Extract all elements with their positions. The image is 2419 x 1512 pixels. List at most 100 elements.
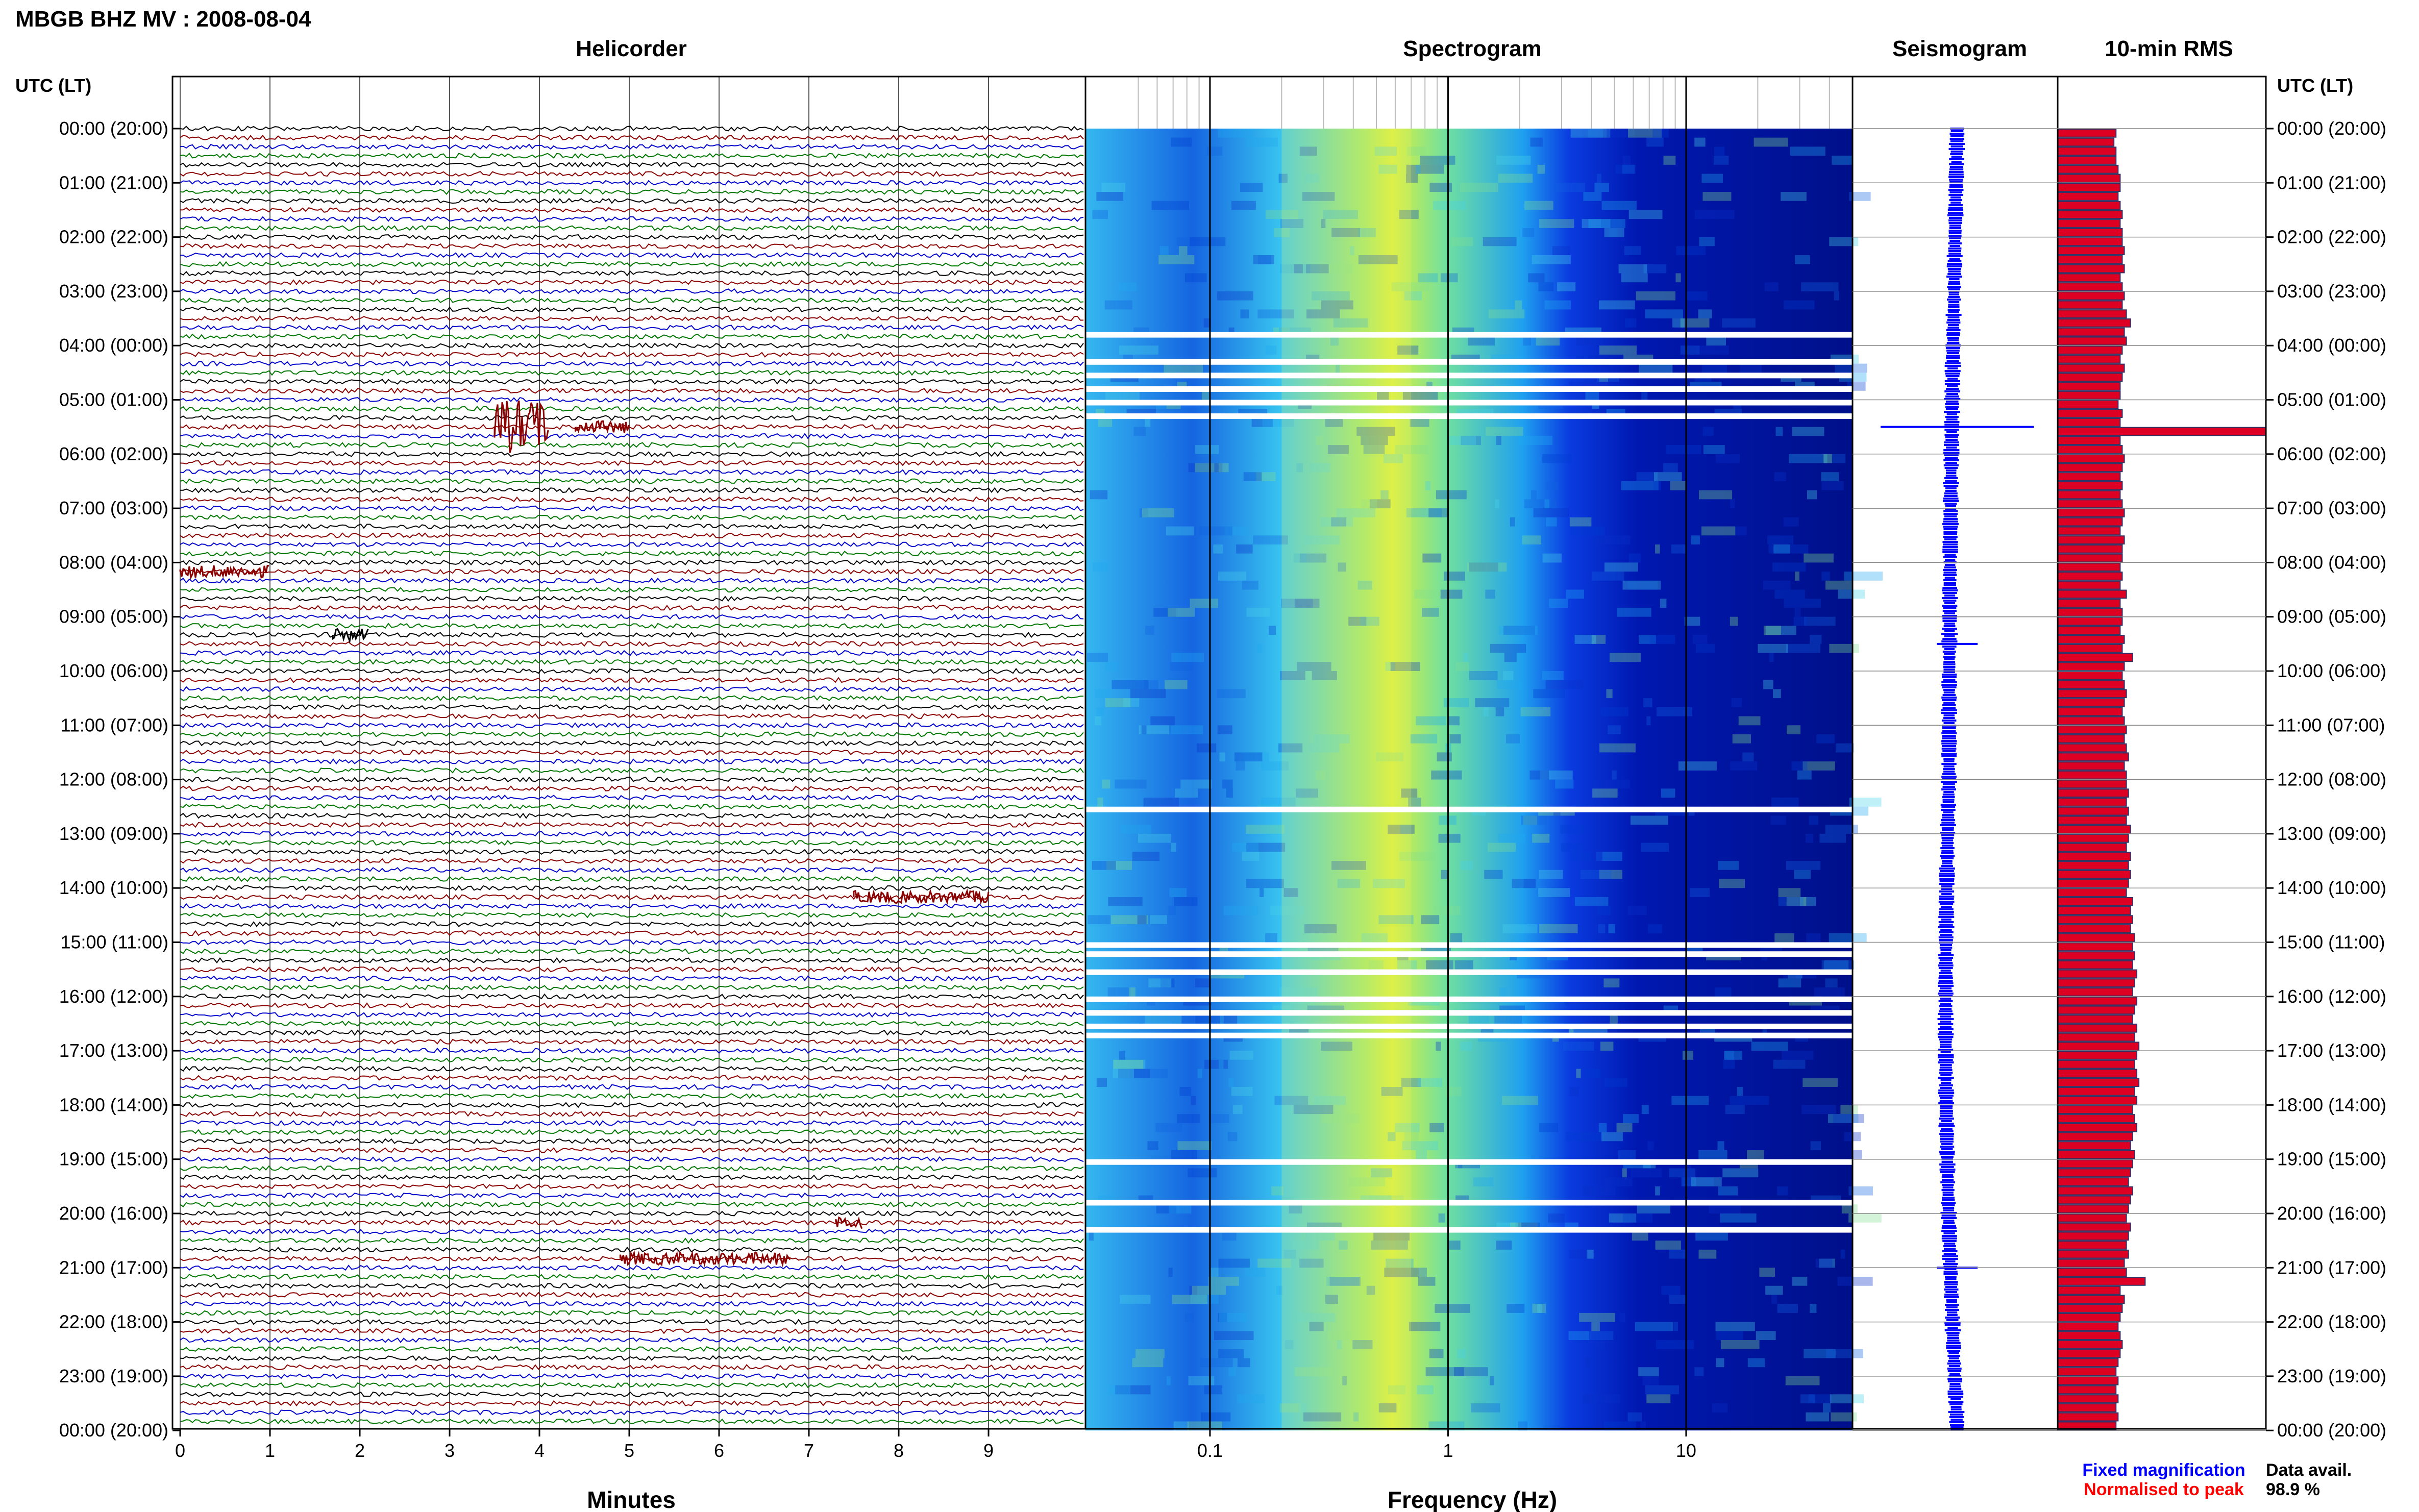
- legend-normalised: Normalised to peak: [2084, 1480, 2244, 1499]
- helicorder-trace-row: [180, 315, 1084, 322]
- helicorder-trace-row: [180, 297, 1084, 304]
- helicorder-trace-row: [180, 550, 1084, 557]
- rms-bar: [2057, 842, 2127, 852]
- helicorder-trace-row: [180, 1418, 1084, 1425]
- time-label-left: 23:00 (19:00): [59, 1366, 168, 1386]
- rms-bar: [2057, 1059, 2135, 1069]
- rms-bar: [2057, 707, 2123, 716]
- time-label-left: 04:00 (00:00): [59, 335, 168, 356]
- rms-bar: [2057, 626, 2121, 635]
- rms-bar: [2057, 1394, 2119, 1404]
- data-avail-value: 98.9 %: [2266, 1480, 2320, 1499]
- rms-bar: [2057, 680, 2125, 689]
- rms-bar: [2057, 183, 2121, 192]
- rms-bar: [2057, 273, 2121, 283]
- helicorder-trace-row: [180, 1174, 1084, 1180]
- rms-bar: [2057, 725, 2127, 735]
- helicorder-trace-row: [180, 1183, 1084, 1189]
- helicorder-event: [493, 400, 549, 453]
- minute-tick-label: 8: [894, 1440, 904, 1461]
- helicorder-trace-row: [180, 1328, 1084, 1334]
- rms-bar: [2057, 282, 2123, 291]
- right-axis-header: UTC (LT): [2277, 75, 2353, 96]
- rms-bar: [2057, 291, 2125, 301]
- helicorder-trace-row: [180, 1391, 1084, 1398]
- helicorder-trace-row: [180, 1301, 1084, 1307]
- rms-bar: [2057, 643, 2123, 653]
- time-label-left: 18:00 (14:00): [59, 1094, 168, 1115]
- rms-bar: [2057, 1349, 2121, 1358]
- helicorder-trace-row: [180, 469, 1084, 476]
- rms-bar: [2057, 1367, 2117, 1376]
- time-label-left: 09:00 (05:00): [59, 606, 168, 627]
- rms-bar: [2057, 1258, 2125, 1268]
- rms-bar: [2057, 833, 2129, 843]
- rms-bar: [2057, 1358, 2119, 1368]
- rms-bar: [2057, 1213, 2127, 1223]
- rms-bar: [2057, 1231, 2129, 1241]
- rms-bar: [2057, 1051, 2138, 1060]
- helicorder-trace-row: [180, 939, 1084, 946]
- rms-bar: [2057, 1249, 2129, 1259]
- rms-bar: [2057, 544, 2123, 554]
- rms-bar: [2057, 300, 2123, 310]
- helicorder-trace-row: [180, 831, 1084, 837]
- helicorder-trace-row: [180, 858, 1084, 864]
- helicorder-trace-row: [180, 803, 1084, 810]
- rms-bar: [2057, 1186, 2133, 1196]
- minute-tick-label: 5: [624, 1440, 634, 1461]
- rms-bar: [2057, 770, 2127, 780]
- rms-bar: [2057, 526, 2121, 536]
- rms-bar: [2057, 1042, 2140, 1051]
- helicorder-trace-row: [180, 822, 1084, 828]
- helicorder-trace-row: [180, 586, 1084, 593]
- rms-bar: [2057, 427, 2266, 436]
- rms-bar: [2057, 228, 2123, 237]
- time-label-right: 14:00 (10:00): [2277, 877, 2386, 898]
- rms-bar: [2057, 192, 2119, 201]
- time-label-right: 02:00 (22:00): [2277, 227, 2386, 247]
- rms-bar: [2057, 129, 2117, 138]
- helicorder-trace-row: [180, 632, 1084, 638]
- time-label-right: 03:00 (23:00): [2277, 281, 2386, 302]
- time-label-right: 09:00 (05:00): [2277, 606, 2386, 627]
- rms-bar: [2057, 1385, 2117, 1395]
- minute-tick-label: 7: [804, 1440, 814, 1461]
- rms-bar: [2057, 210, 2123, 219]
- helicorder-trace-row: [180, 406, 1084, 412]
- helicorder-trace-row: [180, 921, 1084, 927]
- rms-bar: [2057, 363, 2125, 373]
- rms-bar: [2057, 1195, 2131, 1205]
- rms-bar: [2057, 1105, 2133, 1114]
- rms-bar: [2057, 400, 2119, 409]
- rms-bar: [2057, 463, 2123, 473]
- rms-bar: [2057, 1086, 2135, 1096]
- rms-bar: [2057, 689, 2127, 699]
- seismogram-title: Seismogram: [1892, 36, 2027, 61]
- helicorder-trace-row: [180, 795, 1084, 801]
- helicorder-event: [619, 1250, 791, 1268]
- helicorder-trace-row: [180, 324, 1084, 331]
- rms-bar: [2057, 156, 2117, 165]
- spectrogram-gap: [1085, 373, 1853, 379]
- rms-bar: [2057, 879, 2129, 888]
- helicorder-trace-row: [180, 1156, 1084, 1162]
- rms-bar: [2057, 1150, 2135, 1159]
- rms-bar: [2057, 743, 2127, 753]
- helicorder-trace-row: [180, 1147, 1084, 1153]
- helicorder-trace-row: [180, 1093, 1084, 1099]
- rms-bar: [2057, 382, 2121, 391]
- spectrogram-gap: [1085, 1010, 1853, 1016]
- helicorder-trace-row: [180, 1364, 1084, 1370]
- helicorder-trace-row: [180, 243, 1084, 250]
- frequency-tick-label: 0.1: [1197, 1440, 1223, 1461]
- rms-bar: [2057, 1222, 2131, 1232]
- time-label-right: 13:00 (09:00): [2277, 823, 2386, 844]
- helicorder-trace-row: [180, 1048, 1084, 1054]
- helicorder-trace-row: [180, 1282, 1084, 1289]
- rms-bar: [2057, 1403, 2117, 1412]
- spectrogram-image: [1085, 77, 1883, 1431]
- helicorder-trace-row: [180, 126, 1084, 132]
- rms-bar: [2057, 1014, 2133, 1024]
- time-label-right: 07:00 (03:00): [2277, 498, 2386, 518]
